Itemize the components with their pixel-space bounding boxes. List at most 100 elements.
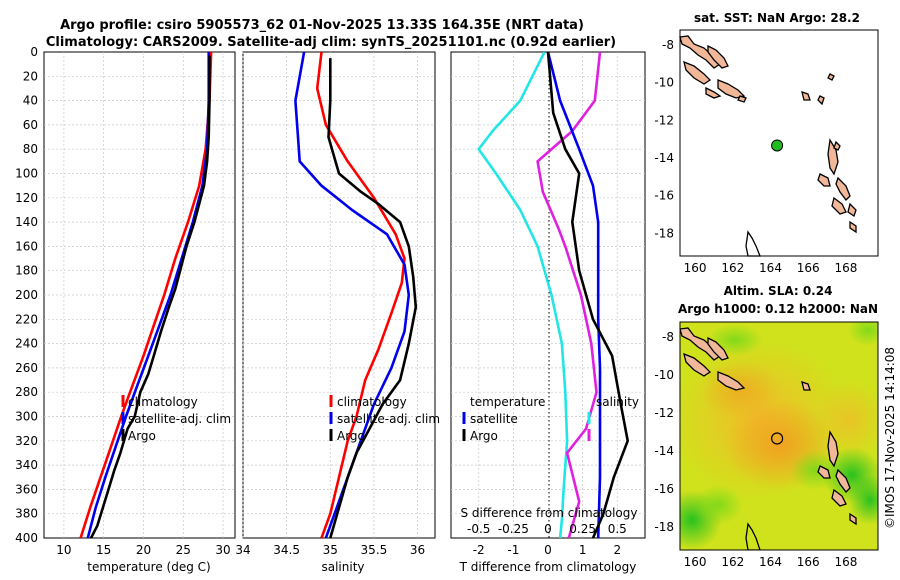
sla-low-region <box>693 485 743 525</box>
y-tick-label: 240 <box>15 337 38 351</box>
island <box>831 196 847 215</box>
island <box>817 95 825 106</box>
x-tick-label: 15 <box>96 543 111 557</box>
sla-map-title-1: Altim. SLA: 0.24 <box>724 284 833 298</box>
temperature-legend: climatology satellite-adj. clim Argo <box>121 395 231 443</box>
x-tick-label: 25 <box>176 543 191 557</box>
legend-label-satellite: satellite-adj. clim <box>337 412 440 426</box>
lon-tick-label: 168 <box>834 261 857 275</box>
y-tick-label: 160 <box>15 239 38 253</box>
x-tick-label: 0 <box>544 543 552 557</box>
sst-map-title: sat. SST: NaN Argo: 28.2 <box>694 11 860 25</box>
sla-map-coastlines <box>680 327 857 550</box>
difference-panel: -2 -1 0 1 2 S difference from climatology -0… <box>450 51 646 574</box>
lon-tick-label: 162 <box>721 261 744 275</box>
difference-legend: temperature satellite Argo salinity <box>462 395 639 443</box>
sst-map: sat. SST: NaN Argo: 28.2 160 162 164 166 168… <box>654 11 879 275</box>
lat-tick-label: -14 <box>654 444 674 458</box>
island <box>827 73 835 81</box>
sla-low-region <box>848 322 878 346</box>
series-line-climatology <box>79 52 213 538</box>
s-tick-label: -0.5 <box>467 522 490 536</box>
sla-map-lon-ticks: 160 162 164 166 168 <box>684 555 858 569</box>
sst-map-coastlines <box>679 35 857 257</box>
s-tick-label: 0.25 <box>569 522 596 536</box>
sla-map: Altim. SLA: 0.24 Argo h1000: 0.12 h2000:… <box>654 284 879 569</box>
y-tick-label: 140 <box>15 215 38 229</box>
y-tick-label: 200 <box>15 288 38 302</box>
series-line-argo <box>546 52 630 538</box>
lon-tick-label: 160 <box>684 261 707 275</box>
sla-map-title-2: Argo h1000: 0.12 h2000: NaN <box>678 302 878 316</box>
island <box>707 44 729 69</box>
island <box>847 202 857 218</box>
y-tick-label: 120 <box>15 191 38 205</box>
x-tick-label: 10 <box>56 543 71 557</box>
y-tick-label: 180 <box>15 264 38 278</box>
y-tick-label: 360 <box>15 482 38 496</box>
temperature-axes <box>43 51 236 539</box>
x-tick-label: 35.5 <box>361 543 388 557</box>
x-tick-label: 34 <box>235 543 250 557</box>
lon-tick-label: 166 <box>797 261 820 275</box>
island <box>827 138 839 176</box>
title-line-1: Argo profile: csiro 5905573_62 01-Nov-20… <box>60 18 584 33</box>
island <box>827 430 839 468</box>
x-tick-label: -1 <box>507 543 519 557</box>
sla-map-frame <box>679 321 879 551</box>
t-difference-xlabel: T difference from climatology <box>459 560 637 574</box>
y-tick-label: 320 <box>15 434 38 448</box>
temperature-grid <box>44 52 235 538</box>
y-tick-label: 100 <box>15 167 38 181</box>
lat-tick-label: -18 <box>654 520 674 534</box>
x-tick-label: 2 <box>613 543 621 557</box>
island <box>679 35 721 69</box>
series-line-satellite-adj-clim <box>86 52 210 538</box>
y-tick-label: 260 <box>15 361 38 375</box>
lat-tick-label: -18 <box>654 226 674 240</box>
island <box>833 140 841 151</box>
temperature-panel: 0 20 40 60 80 100 120 140 160 180 200 220 240 260 280 3… <box>15 45 236 574</box>
series-line-salinity <box>536 52 602 538</box>
y-tick-label: 220 <box>15 312 38 326</box>
island <box>817 173 831 187</box>
legend-label-temperature: temperature <box>470 395 545 409</box>
y-tick-label: 400 <box>15 531 38 545</box>
salinity-grid <box>242 52 435 538</box>
credit-text: ©IMOS 17-Nov-2025 14:14:08 <box>883 347 897 529</box>
y-tick-label: 80 <box>23 142 38 156</box>
lat-tick-label: -16 <box>654 482 674 496</box>
lat-tick-label: -14 <box>654 151 674 165</box>
lon-tick-label: 160 <box>684 555 707 569</box>
y-tick-label: 300 <box>15 410 38 424</box>
s-tick-label: -0.25 <box>498 522 529 536</box>
difference-grid <box>451 52 645 538</box>
pressure-tick-labels: 0 20 40 60 80 100 120 140 160 180 200 220 240 260 280 3… <box>15 45 38 545</box>
salinity-panel: 34 34.5 35 35.5 36 salinity climatology sate… <box>235 51 440 574</box>
legend-label-argo: Argo <box>337 429 365 443</box>
sla-low-region <box>790 450 840 490</box>
new-caledonia-coast <box>745 522 761 550</box>
lon-tick-label: 162 <box>721 555 744 569</box>
legend-label-climatology: climatology <box>337 395 407 409</box>
island <box>801 91 811 101</box>
x-tick-label: 1 <box>579 543 587 557</box>
series-line-argo <box>327 58 418 538</box>
sla-field <box>680 322 878 550</box>
series-line-satellite <box>546 52 602 538</box>
island <box>801 381 811 391</box>
island <box>683 352 712 377</box>
sst-map-lon-ticks: 160 162 164 166 168 <box>684 261 858 275</box>
temperature-tick-labels: 10 15 20 25 30 <box>56 543 230 557</box>
argo-float-marker <box>771 432 784 445</box>
y-tick-label: 0 <box>30 45 38 59</box>
island <box>849 512 857 526</box>
sla-high-region <box>700 360 780 420</box>
y-tick-label: 380 <box>15 507 38 521</box>
lat-tick-label: -12 <box>654 113 674 127</box>
argo-float-marker <box>771 139 784 152</box>
x-tick-label: 36 <box>410 543 425 557</box>
title-line-2: Climatology: CARS2009. Satellite-adj cli… <box>46 35 616 50</box>
legend-label-argo: Argo <box>128 429 156 443</box>
